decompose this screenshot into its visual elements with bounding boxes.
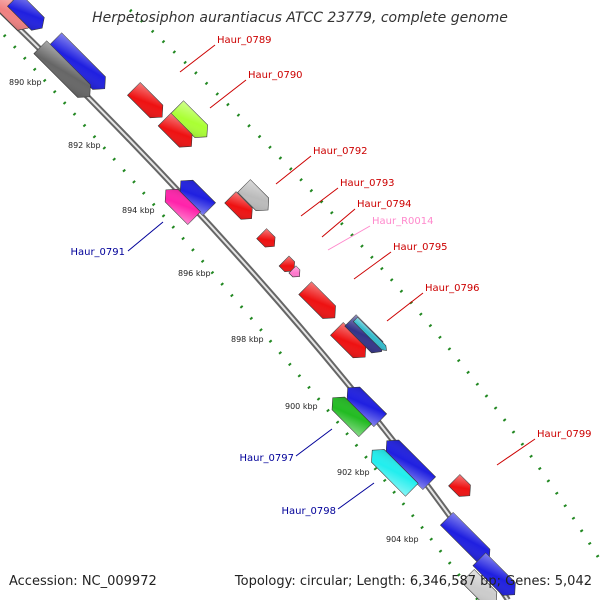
inner-tick-rail (2, 33, 480, 600)
gene-label-0794: Haur_0794 (357, 199, 412, 210)
gene-partial-blue-a (7, 0, 45, 31)
map-title: Herpetosiphon aurantiacus ATCC 23779, co… (92, 10, 508, 26)
outer-tick-rail (128, 8, 600, 561)
tick-label-894: 894 kbp (122, 206, 155, 215)
gene-0791-arrow (164, 188, 201, 225)
backbone-core (0, 9, 509, 600)
gene-bottom-grey (461, 569, 498, 600)
gene-label-0792: Haur_0792 (313, 146, 368, 157)
tick-label-890: 890 kbp (9, 78, 42, 87)
leader-line-R0014 (327, 225, 371, 251)
gene-label-0797: Haur_0797 (239, 453, 294, 464)
gene-label-0793: Haur_0793 (340, 178, 395, 189)
leader-line-0798 (337, 482, 375, 510)
leader-line-0793 (300, 187, 339, 217)
gene-R0014-arrow (288, 265, 301, 278)
tick-label-902: 902 kbp (337, 468, 370, 477)
tick-label-892: 892 kbp (68, 141, 101, 150)
gene-label-0795: Haur_0795 (393, 242, 448, 253)
gene-0793-arrow (224, 191, 253, 220)
gene-label-0798: Haur_0798 (281, 506, 336, 517)
gene-0790-arrow (170, 100, 208, 138)
leader-line-0792 (275, 155, 312, 185)
gene-0796-arrow (298, 281, 336, 319)
gene-0795-arrow (278, 255, 295, 272)
accession-text: Accession: NC_009972 (9, 574, 157, 589)
gene-partial-grey (33, 40, 91, 98)
genome-summary-text: Topology: circular; Length: 6,346,587 bp… (234, 574, 592, 589)
gene-label-0791: Haur_0791 (70, 247, 125, 258)
gene-partial-blue-b (48, 32, 106, 90)
leader-line-0797 (295, 428, 333, 457)
gene-0798-arrow (371, 449, 419, 497)
gene-0797-arrow (331, 396, 373, 438)
gene-label-0790: Haur_0790 (248, 70, 303, 81)
gene-0789-arrow (127, 82, 164, 119)
tick-label-898: 898 kbp (231, 335, 264, 344)
gene-0799-arrow (448, 474, 471, 497)
gene-0796c-arrow (344, 314, 384, 354)
gene-0794-arrow (256, 228, 276, 248)
gene-label-0799: Haur_0799 (537, 429, 592, 440)
gene-0796d-arrow (352, 316, 387, 351)
gene-0790b-arrow (157, 112, 193, 148)
tick-label-896: 896 kbp (178, 269, 211, 278)
gene-bottom-blue-b (472, 552, 516, 596)
leader-line-0799 (496, 438, 536, 466)
leader-line-0796 (386, 292, 424, 322)
tick-label-900: 900 kbp (285, 402, 318, 411)
leader-line-0790 (209, 79, 247, 109)
gene-label-R0014: Haur_R0014 (372, 216, 434, 227)
leader-line-0795 (353, 251, 392, 280)
leader-line-0791 (127, 221, 164, 252)
leader-line-0794 (321, 208, 356, 238)
gene-label-0789: Haur_0789 (217, 35, 272, 46)
backbone-outline (0, 7, 511, 600)
gene-label-0796: Haur_0796 (425, 283, 480, 294)
leader-line-0789 (179, 44, 216, 73)
gene-0792-arrow (237, 179, 270, 212)
tick-label-904: 904 kbp (386, 535, 419, 544)
